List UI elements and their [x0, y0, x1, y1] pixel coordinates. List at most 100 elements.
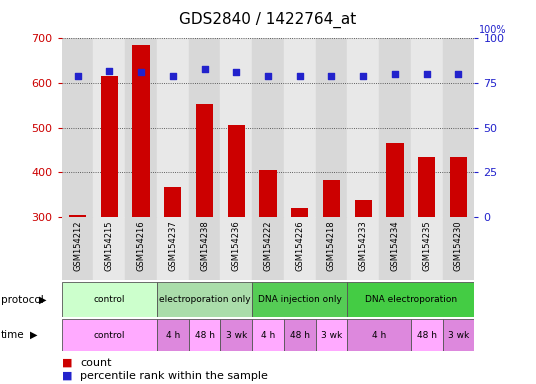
Bar — [316, 217, 347, 280]
Bar — [125, 38, 157, 217]
Point — [137, 69, 145, 75]
Text: GSM154236: GSM154236 — [232, 220, 241, 271]
Bar — [227, 124, 245, 217]
Bar — [157, 282, 252, 317]
Point — [422, 71, 431, 77]
Bar — [411, 217, 443, 280]
Text: GSM154235: GSM154235 — [422, 220, 431, 271]
Bar — [347, 38, 379, 217]
Bar — [189, 38, 220, 217]
Text: time: time — [1, 330, 25, 340]
Bar — [411, 38, 443, 217]
Bar — [189, 319, 220, 351]
Text: GSM154233: GSM154233 — [359, 220, 368, 271]
Bar — [157, 38, 189, 217]
Bar — [284, 38, 316, 217]
Bar — [411, 319, 443, 351]
Text: GSM154230: GSM154230 — [454, 220, 463, 271]
Text: 48 h: 48 h — [416, 331, 437, 339]
Text: protocol: protocol — [1, 295, 44, 305]
Text: electroporation only: electroporation only — [159, 295, 250, 304]
Bar — [443, 319, 474, 351]
Bar — [316, 38, 347, 217]
Text: GSM154238: GSM154238 — [200, 220, 209, 271]
Point — [454, 71, 463, 77]
Text: GSM154226: GSM154226 — [295, 220, 304, 271]
Bar — [220, 38, 252, 217]
Bar — [291, 208, 309, 217]
Bar — [443, 217, 474, 280]
Point — [295, 73, 304, 79]
Bar — [62, 38, 93, 217]
Point — [105, 68, 114, 74]
Text: control: control — [93, 331, 125, 339]
Text: 4 h: 4 h — [372, 331, 386, 339]
Bar — [347, 217, 379, 280]
Bar — [62, 217, 93, 280]
Text: GSM154237: GSM154237 — [168, 220, 177, 271]
Text: 3 wk: 3 wk — [448, 331, 469, 339]
Bar — [284, 217, 316, 280]
Text: GSM154212: GSM154212 — [73, 220, 82, 271]
Text: GSM154222: GSM154222 — [264, 220, 272, 271]
Text: GDS2840 / 1422764_at: GDS2840 / 1422764_at — [180, 12, 356, 28]
Bar — [125, 217, 157, 280]
Bar — [101, 76, 118, 217]
Text: GSM154234: GSM154234 — [391, 220, 399, 271]
Bar — [347, 319, 411, 351]
Bar — [450, 157, 467, 217]
Point — [232, 69, 241, 75]
Point — [200, 66, 209, 72]
Text: GSM154216: GSM154216 — [137, 220, 145, 271]
Point — [73, 73, 82, 79]
Text: ■: ■ — [62, 371, 72, 381]
Text: GSM154215: GSM154215 — [105, 220, 114, 271]
Text: DNA electroporation: DNA electroporation — [365, 295, 457, 304]
Text: GSM154218: GSM154218 — [327, 220, 336, 271]
Text: ▶: ▶ — [39, 295, 46, 305]
Bar — [323, 180, 340, 217]
Bar — [220, 217, 252, 280]
Bar — [220, 319, 252, 351]
Text: 3 wk: 3 wk — [226, 331, 247, 339]
Text: ■: ■ — [62, 358, 72, 368]
Point — [327, 73, 336, 79]
Text: 48 h: 48 h — [195, 331, 214, 339]
Bar — [93, 217, 125, 280]
Bar — [354, 200, 372, 217]
Point — [264, 73, 272, 79]
Text: 3 wk: 3 wk — [321, 331, 342, 339]
Text: ▶: ▶ — [29, 330, 37, 340]
Bar — [164, 187, 182, 217]
Text: percentile rank within the sample: percentile rank within the sample — [80, 371, 269, 381]
Bar — [69, 215, 86, 217]
Bar — [316, 319, 347, 351]
Bar — [132, 45, 150, 217]
Bar — [189, 217, 220, 280]
Text: 4 h: 4 h — [261, 331, 275, 339]
Bar — [379, 38, 411, 217]
Bar — [386, 143, 404, 217]
Bar — [379, 217, 411, 280]
Bar — [157, 217, 189, 280]
Bar — [347, 282, 474, 317]
Text: control: control — [93, 295, 125, 304]
Text: count: count — [80, 358, 112, 368]
Bar — [259, 170, 277, 217]
Text: 100%: 100% — [479, 25, 506, 35]
Text: 4 h: 4 h — [166, 331, 180, 339]
Bar — [252, 38, 284, 217]
Text: 48 h: 48 h — [290, 331, 310, 339]
Bar — [252, 319, 284, 351]
Point — [391, 71, 399, 77]
Point — [359, 73, 368, 79]
Bar — [62, 319, 157, 351]
Bar — [196, 104, 213, 217]
Bar — [284, 319, 316, 351]
Text: DNA injection only: DNA injection only — [258, 295, 341, 304]
Bar — [418, 157, 435, 217]
Bar — [62, 282, 157, 317]
Bar — [93, 38, 125, 217]
Point — [168, 73, 177, 79]
Bar — [252, 217, 284, 280]
